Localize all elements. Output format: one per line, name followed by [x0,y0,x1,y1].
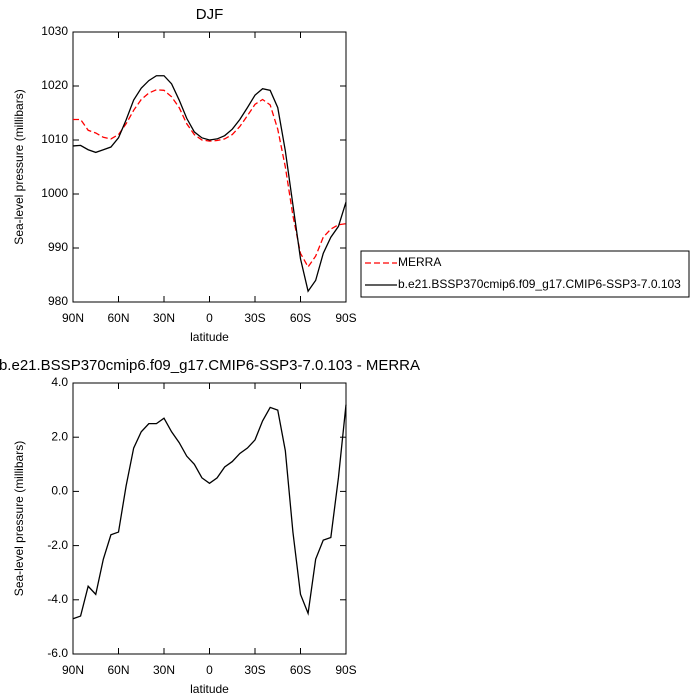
x-tick-label: 30S [244,311,265,325]
chart-title: DJF [196,6,224,23]
y-tick-label: 2.0 [51,429,68,443]
x-axis-label: latitude [190,330,229,344]
x-tick-label: 90N [62,663,84,677]
y-tick-label: 990 [48,240,68,254]
chart-title: b.e21.BSSP370cmip6.f09_g17.CMIP6-SSP3-7.… [0,357,420,374]
data-line [72,404,347,620]
y-axis-label: Sea-level pressure (millibars) [12,89,26,244]
legend-label: MERRA [398,255,441,269]
y-tick-label: 1000 [41,186,68,200]
x-tick-label: 0 [206,663,213,677]
plot-frame [72,31,347,303]
x-tick-label: 60S [290,311,311,325]
plot-frame [72,382,347,655]
x-tick-label: 30S [244,663,265,677]
y-tick-label: 1010 [41,132,68,146]
x-tick-label: 30N [153,311,175,325]
y-tick-label: 4.0 [51,375,68,389]
x-tick-label: 90S [335,311,356,325]
data-line [72,75,347,293]
y-tick-label: 1020 [41,78,68,92]
x-tick-label: 30N [153,663,175,677]
legend-box [360,250,690,298]
x-tick-label: 60N [107,663,129,677]
x-tick-label: 60S [290,663,311,677]
y-tick-label: 980 [48,294,68,308]
x-tick-label: 90S [335,663,356,677]
x-tick-label: 90N [62,311,84,325]
y-tick-label: -4.0 [47,592,68,606]
y-tick-label: 0.0 [51,484,68,498]
y-tick-label: -6.0 [47,646,68,660]
data-line [73,89,347,269]
x-tick-label: 60N [107,311,129,325]
y-axis-label: Sea-level pressure (millibars) [12,441,26,596]
y-tick-label: -2.0 [47,538,68,552]
x-tick-label: 0 [206,311,213,325]
x-axis-label: latitude [190,682,229,696]
y-tick-label: 1030 [41,24,68,38]
legend-label: b.e21.BSSP370cmip6.f09_g17.CMIP6-SSP3-7.… [398,277,681,291]
